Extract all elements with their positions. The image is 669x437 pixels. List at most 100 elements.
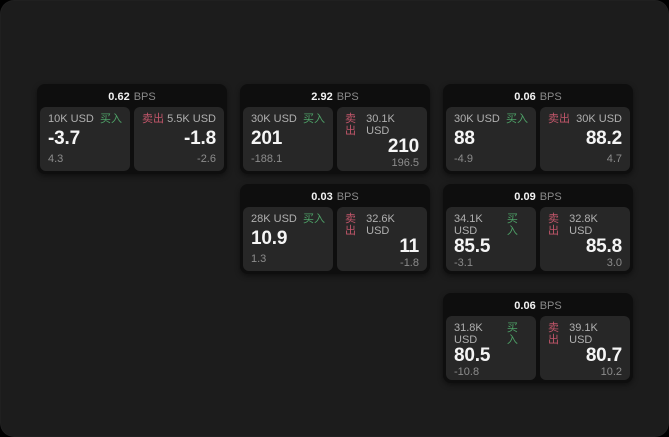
buy-amount: 10K USD — [48, 113, 94, 125]
buy-panel[interactable]: 31.8K USD 买入 80.5 -10.8 — [446, 316, 536, 380]
spread-header: 0.06 BPS — [446, 87, 630, 107]
buy-meta-row: 30K USD 买入 — [454, 113, 528, 125]
sell-delta: -2.6 — [197, 153, 216, 165]
spread-value: 0.06 — [514, 300, 536, 312]
buy-delta: -4.9 — [454, 153, 473, 165]
quote-body: 31.8K USD 买入 80.5 -10.8 卖出 39.1K USD 80.… — [446, 316, 630, 380]
sell-side-label: 卖出 — [345, 113, 356, 137]
quote-card: 0.62 BPS 10K USD 买入 -3.7 4.3 卖出 5.5K USD … — [37, 84, 227, 174]
buy-price: 80.5 — [454, 345, 491, 366]
sell-price: 11 — [399, 236, 419, 257]
sell-side-label: 卖出 — [548, 322, 559, 346]
buy-price: 85.5 — [454, 236, 491, 257]
sell-amount: 30.1K USD — [366, 113, 395, 137]
spread-value: 0.62 — [108, 91, 130, 103]
buy-panel[interactable]: 30K USD 买入 201 -188.1 — [243, 107, 333, 171]
sell-side-label: 卖出 — [548, 213, 559, 237]
buy-delta: 1.3 — [251, 253, 267, 265]
sell-amount: 32.8K USD — [569, 213, 598, 237]
sell-panel[interactable]: 卖出 32.8K USD 85.8 3.0 — [540, 207, 630, 271]
buy-price: -3.7 — [48, 128, 80, 149]
buy-meta-row: 28K USD 买入 — [251, 213, 325, 225]
buy-delta: -188.1 — [251, 153, 283, 165]
quote-card: 2.92 BPS 30K USD 买入 201 -188.1 卖出 30.1K U… — [240, 84, 430, 174]
buy-amount: 28K USD — [251, 213, 297, 225]
sell-amount: 30K USD — [576, 113, 622, 125]
buy-panel[interactable]: 28K USD 买入 10.9 1.3 — [243, 207, 333, 271]
buy-meta-row: 30K USD 买入 — [251, 113, 325, 125]
spread-unit: BPS — [336, 191, 359, 203]
spread-unit: BPS — [539, 191, 562, 203]
buy-side-label: 买入 — [303, 213, 325, 225]
buy-amount: 34.1K USD — [454, 213, 483, 237]
quote-card: 0.06 BPS 30K USD 买入 88 -4.9 卖出 30K USD 88… — [443, 84, 633, 174]
sell-meta-row: 卖出 32.6K USD — [345, 213, 419, 237]
quote-body: 10K USD 买入 -3.7 4.3 卖出 5.5K USD -1.8 -2.… — [40, 107, 224, 171]
quote-card: 0.06 BPS 31.8K USD 买入 80.5 -10.8 卖出 39.1K… — [443, 293, 633, 383]
buy-price: 10.9 — [251, 228, 288, 249]
sell-side-label: 卖出 — [345, 213, 356, 237]
quote-card: 0.09 BPS 34.1K USD 买入 85.5 -3.1 卖出 32.8K … — [443, 184, 633, 274]
spread-value: 0.06 — [514, 91, 536, 103]
spread-header: 0.06 BPS — [446, 296, 630, 316]
buy-amount: 30K USD — [454, 113, 500, 125]
sell-price: 80.7 — [585, 345, 622, 366]
buy-panel[interactable]: 10K USD 买入 -3.7 4.3 — [40, 107, 130, 171]
quote-body: 30K USD 买入 88 -4.9 卖出 30K USD 88.2 4.7 — [446, 107, 630, 171]
sell-side-label: 卖出 — [548, 113, 570, 125]
spread-unit: BPS — [539, 91, 562, 103]
sell-amount: 5.5K USD — [167, 113, 216, 125]
sell-panel[interactable]: 卖出 32.6K USD 11 -1.8 — [337, 207, 427, 271]
sell-delta: -1.8 — [400, 257, 419, 269]
buy-price: 201 — [251, 128, 283, 149]
buy-meta-row: 34.1K USD 买入 — [454, 213, 528, 237]
spread-value: 0.03 — [311, 191, 333, 203]
quote-body: 34.1K USD 买入 85.5 -3.1 卖出 32.8K USD 85.8… — [446, 207, 630, 271]
sell-delta: 4.7 — [606, 153, 622, 165]
spread-unit: BPS — [336, 91, 359, 103]
sell-meta-row: 卖出 5.5K USD — [142, 113, 216, 125]
sell-delta: 10.2 — [600, 366, 622, 378]
sell-amount: 32.6K USD — [366, 213, 395, 237]
sell-price: 88.2 — [585, 128, 622, 149]
spread-value: 0.09 — [514, 191, 536, 203]
spread-unit: BPS — [133, 91, 156, 103]
sell-panel[interactable]: 卖出 39.1K USD 80.7 10.2 — [540, 316, 630, 380]
spread-header: 0.09 BPS — [446, 187, 630, 207]
quote-body: 30K USD 买入 201 -188.1 卖出 30.1K USD 210 1… — [243, 107, 427, 171]
sell-side-label: 卖出 — [142, 113, 164, 125]
sell-panel[interactable]: 卖出 30K USD 88.2 4.7 — [540, 107, 630, 171]
buy-side-label: 买入 — [506, 113, 528, 125]
sell-price: 85.8 — [585, 236, 622, 257]
sell-meta-row: 卖出 32.8K USD — [548, 213, 622, 237]
spread-header: 2.92 BPS — [243, 87, 427, 107]
sell-meta-row: 卖出 30.1K USD — [345, 113, 419, 137]
buy-price: 88 — [454, 128, 475, 149]
spread-header: 0.62 BPS — [40, 87, 224, 107]
sell-meta-row: 卖出 39.1K USD — [548, 322, 622, 346]
buy-side-label: 买入 — [100, 113, 122, 125]
buy-amount: 30K USD — [251, 113, 297, 125]
sell-price: -1.8 — [184, 128, 216, 149]
buy-side-label: 买入 — [506, 213, 518, 237]
buy-side-label: 买入 — [303, 113, 325, 125]
quote-body: 28K USD 买入 10.9 1.3 卖出 32.6K USD 11 -1.8 — [243, 207, 427, 271]
buy-panel[interactable]: 30K USD 买入 88 -4.9 — [446, 107, 536, 171]
sell-price: 210 — [387, 136, 419, 157]
buy-delta: 4.3 — [48, 153, 64, 165]
sell-panel[interactable]: 卖出 5.5K USD -1.8 -2.6 — [134, 107, 224, 171]
buy-amount: 31.8K USD — [454, 322, 483, 346]
sell-amount: 39.1K USD — [569, 322, 598, 346]
buy-delta: -3.1 — [454, 257, 473, 269]
buy-meta-row: 31.8K USD 买入 — [454, 322, 528, 346]
spread-unit: BPS — [539, 300, 562, 312]
spread-header: 0.03 BPS — [243, 187, 427, 207]
buy-meta-row: 10K USD 买入 — [48, 113, 122, 125]
quote-card: 0.03 BPS 28K USD 买入 10.9 1.3 卖出 32.6K USD… — [240, 184, 430, 274]
spread-value: 2.92 — [311, 91, 333, 103]
sell-panel[interactable]: 卖出 30.1K USD 210 196.5 — [337, 107, 427, 171]
buy-panel[interactable]: 34.1K USD 买入 85.5 -3.1 — [446, 207, 536, 271]
sell-delta: 3.0 — [606, 257, 622, 269]
buy-side-label: 买入 — [506, 322, 518, 346]
